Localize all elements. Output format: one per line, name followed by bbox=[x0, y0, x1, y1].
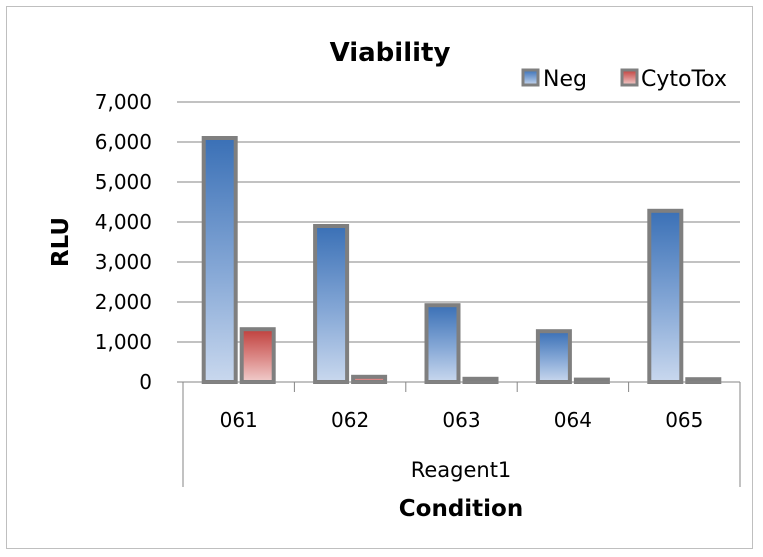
y-tick-label: 4,000 bbox=[95, 210, 152, 234]
bar-neg-063 bbox=[424, 303, 461, 385]
y-tick-label: 6,000 bbox=[95, 130, 152, 154]
y-tick-label: 7,000 bbox=[95, 90, 152, 114]
x-tick-label: 064 bbox=[554, 408, 592, 432]
y-tick-label: 5,000 bbox=[95, 170, 152, 194]
y-tick-label: 1,000 bbox=[95, 330, 152, 354]
x-group-label: Reagent1 bbox=[411, 458, 512, 482]
chart-frame bbox=[6, 6, 753, 549]
x-tick-label: 061 bbox=[220, 408, 258, 432]
bar-neg-064 bbox=[535, 329, 572, 385]
chart-title: Viability bbox=[330, 38, 451, 68]
x-axis-title: Condition bbox=[399, 496, 523, 522]
x-tick-label: 063 bbox=[442, 408, 480, 432]
y-axis-ticks: 0 1,000 2,000 3,000 4,000 5,000 6,000 7,000 bbox=[95, 90, 152, 394]
bars bbox=[201, 136, 722, 385]
y-tick-label: 3,000 bbox=[95, 250, 152, 274]
y-tick-label: 2,000 bbox=[95, 290, 152, 314]
x-tick-label: 065 bbox=[665, 408, 703, 432]
bar-neg-065 bbox=[647, 208, 684, 384]
legend-label-cytotox: CytoTox bbox=[641, 67, 727, 92]
legend-swatch-cytotox bbox=[620, 68, 639, 87]
bar-cytotox-062 bbox=[351, 374, 388, 384]
legend: Neg CytoTox bbox=[521, 67, 727, 92]
y-tick-label: 0 bbox=[139, 370, 152, 394]
x-axis: 061 062 063 064 065 bbox=[182, 381, 741, 487]
bar-neg-061 bbox=[201, 136, 238, 384]
legend-label-neg: Neg bbox=[543, 67, 587, 92]
legend-swatch-neg bbox=[521, 68, 540, 87]
bar-cytotox-061 bbox=[239, 327, 276, 385]
y-axis-title: RLU bbox=[48, 217, 74, 267]
bar-neg-062 bbox=[313, 224, 350, 384]
x-tick-label: 062 bbox=[331, 408, 369, 432]
